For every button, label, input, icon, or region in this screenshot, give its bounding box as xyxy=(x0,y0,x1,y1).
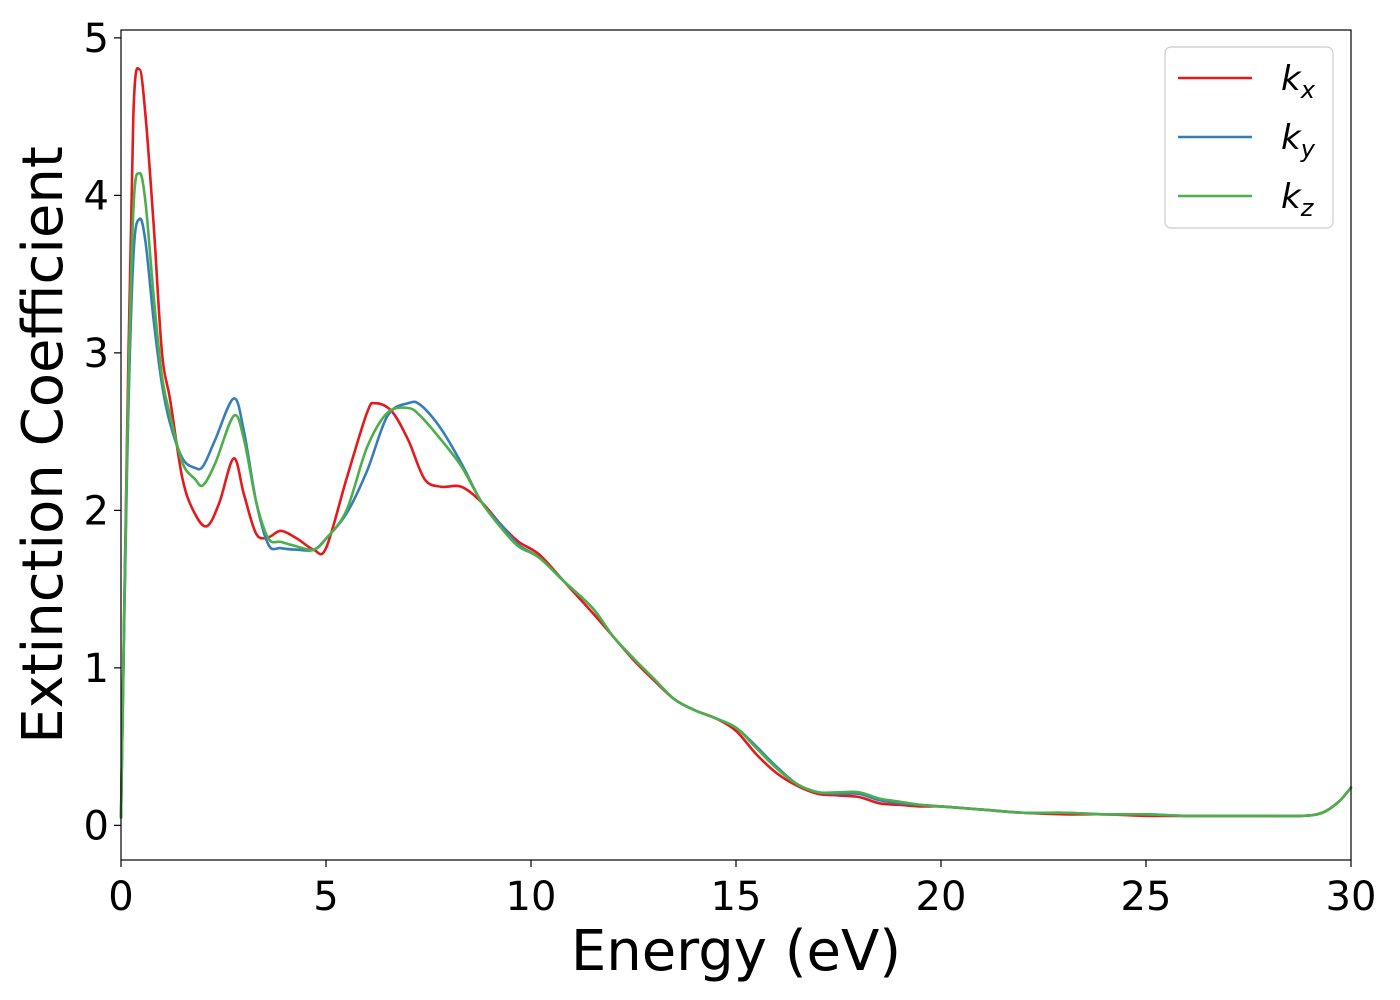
series-line-z xyxy=(119,172,1353,819)
y-tick-label: 3 xyxy=(84,331,109,377)
x-tick-label: 25 xyxy=(1121,874,1172,920)
x-tick-label: 15 xyxy=(711,874,762,920)
x-axis: 0 5 10 15 20 25 30 xyxy=(108,860,1376,920)
y-tick-label: 2 xyxy=(84,488,109,534)
x-tick-label: 20 xyxy=(916,874,967,920)
y-axis-label: Extinction Coefficient xyxy=(11,146,76,744)
x-tick-label: 5 xyxy=(313,874,338,920)
legend: kx ky kz xyxy=(1164,46,1334,229)
y-tick-label: 4 xyxy=(84,173,109,219)
series-layer xyxy=(119,66,1353,819)
y-tick-label: 5 xyxy=(84,16,109,62)
plot-area xyxy=(121,30,1351,860)
y-tick-label: 0 xyxy=(84,803,109,849)
x-tick-label: 30 xyxy=(1326,874,1377,920)
legend-label-x: kx xyxy=(1281,59,1316,104)
x-axis-label: Energy (eV) xyxy=(571,919,901,984)
x-tick-label: 0 xyxy=(108,874,133,920)
y-axis: 0 1 2 3 4 5 xyxy=(84,16,121,849)
legend-label-y: ky xyxy=(1281,118,1316,163)
legend-label-z: kz xyxy=(1281,177,1315,222)
y-tick-label: 1 xyxy=(84,646,109,692)
x-tick-label: 10 xyxy=(506,874,557,920)
